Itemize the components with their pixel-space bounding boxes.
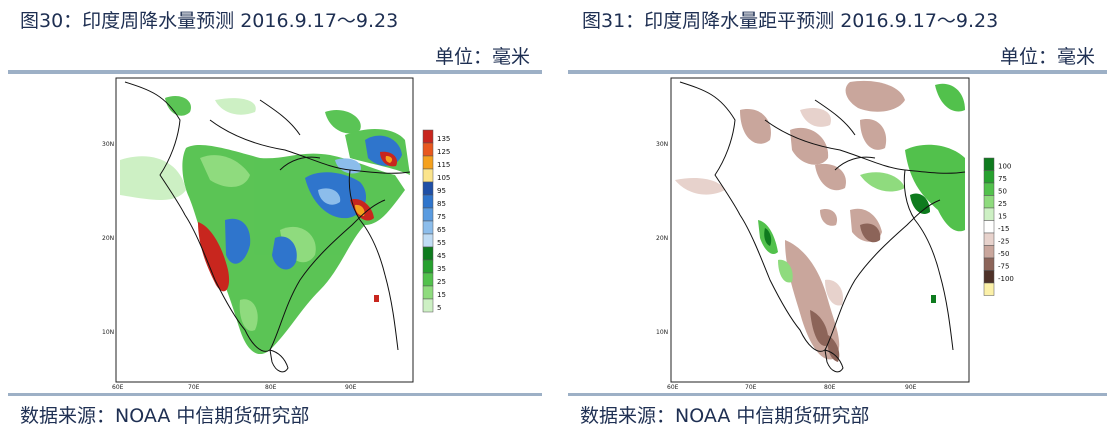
divider-bottom xyxy=(8,393,542,396)
map-axis-ticks: 30N 20N 10N 60E 70E 80E 90E xyxy=(656,141,917,391)
legend-swatch xyxy=(422,129,434,144)
legend-label: -50 xyxy=(998,250,1009,258)
legend-swatch xyxy=(422,194,434,209)
panel-title: 图30：印度周降水量预测 2016.9.17～9.23 xyxy=(20,10,399,32)
legend-swatch xyxy=(983,195,995,209)
legend-label: 15 xyxy=(437,291,446,299)
legend-label: -25 xyxy=(998,238,1009,246)
legend-label: 65 xyxy=(437,226,446,234)
unit-label: 单位：毫米 xyxy=(999,46,1095,68)
lon-tick: 80E xyxy=(265,384,277,391)
legend-label: 75 xyxy=(998,175,1007,183)
lon-tick: 60E xyxy=(667,384,679,391)
legend-label: 15 xyxy=(998,213,1007,221)
legend-swatch xyxy=(422,142,434,157)
unit-label: 单位：毫米 xyxy=(434,46,530,68)
legend-swatch xyxy=(983,282,995,296)
legend-swatch xyxy=(422,155,434,170)
lat-tick: 10N xyxy=(656,329,668,336)
legend-swatch xyxy=(422,207,434,222)
lon-tick: 60E xyxy=(112,384,124,391)
anomaly-darkbrown-areas xyxy=(810,223,881,362)
legend-swatch xyxy=(983,182,995,196)
divider-top xyxy=(568,70,1107,74)
legend-label: 25 xyxy=(998,200,1007,208)
color-legend: 135 125 115 105 95 85 75 65 55 45 35 25 15 5 xyxy=(422,129,450,313)
panel-rainfall-forecast: 图30：印度周降水量预测 2016.9.17～9.23 单位：毫米 xyxy=(0,0,550,433)
legend-swatch xyxy=(983,220,995,234)
anomaly-map: 30N 20N 10N 60E 70E 80E 90E 100 75 50 25 15 -… xyxy=(656,77,1014,391)
lat-tick: 30N xyxy=(656,141,668,148)
legend-label: 25 xyxy=(437,278,446,286)
country-borders xyxy=(679,81,966,373)
legend-label: 5 xyxy=(437,304,441,312)
legend-swatch xyxy=(983,170,995,184)
lat-tick: 20N xyxy=(656,235,668,242)
legend-swatch xyxy=(983,232,995,246)
legend-label: -100 xyxy=(998,275,1014,283)
anomaly-green-areas xyxy=(758,83,965,255)
legend-label: 105 xyxy=(437,174,450,182)
rain-lightblue-areas xyxy=(318,158,361,205)
legend-label: 135 xyxy=(437,135,450,143)
lat-tick: 20N xyxy=(102,235,114,242)
legend-label: 85 xyxy=(437,200,446,208)
legend-swatch xyxy=(422,220,434,235)
legend-label: 95 xyxy=(437,187,446,195)
panel-title: 图31：印度周降水量距平预测 2016.9.17～9.23 xyxy=(582,10,999,32)
legend-swatch xyxy=(983,270,995,284)
legend-swatch xyxy=(983,157,995,171)
legend-swatch xyxy=(422,168,434,183)
legend-swatch xyxy=(422,246,434,261)
legend-label: -15 xyxy=(998,225,1009,233)
legend-swatch xyxy=(422,272,434,287)
legend-swatch xyxy=(422,259,434,274)
rain-orange-areas xyxy=(355,156,393,216)
lon-tick: 80E xyxy=(824,384,836,391)
legend-label: 100 xyxy=(998,163,1011,171)
panel-rainfall-anomaly: 图31：印度周降水量距平预测 2016.9.17～9.23 单位：毫米 xyxy=(560,0,1115,433)
legend-label: 50 xyxy=(998,188,1007,196)
lon-tick: 70E xyxy=(188,384,200,391)
lat-tick: 10N xyxy=(102,329,114,336)
map-axis-ticks: 30N 20N 10N 60E 70E 80E 90E xyxy=(102,141,357,391)
legend-swatch xyxy=(983,207,995,221)
legend-swatch xyxy=(422,181,434,196)
legend-label: 45 xyxy=(437,252,446,260)
legend-label: 125 xyxy=(437,148,450,156)
divider-bottom xyxy=(568,393,1107,396)
anomaly-light-brown-areas xyxy=(675,107,844,306)
source-note: 数据来源：NOAA 中信期货研究部 xyxy=(580,405,870,427)
legend-swatch xyxy=(422,233,434,248)
legend-swatch xyxy=(422,298,434,313)
divider-top xyxy=(8,70,542,74)
legend-label: 55 xyxy=(437,239,446,247)
lat-tick: 30N xyxy=(102,141,114,148)
legend-swatch xyxy=(983,245,995,259)
lon-tick: 70E xyxy=(745,384,757,391)
source-note: 数据来源：NOAA 中信期货研究部 xyxy=(20,405,310,427)
anomaly-lightgreen-areas xyxy=(778,172,905,283)
legend-label: 115 xyxy=(437,161,450,169)
lon-tick: 90E xyxy=(905,384,917,391)
legend-label: -75 xyxy=(998,263,1009,271)
legend-label: 75 xyxy=(437,213,446,221)
color-legend: 100 75 50 25 15 -15 -25 -50 -75 -100 xyxy=(983,157,1014,296)
rainfall-map: 30N 20N 10N 60E 70E 80E 90E 135 125 115 105… xyxy=(102,77,450,391)
lon-tick: 90E xyxy=(345,384,357,391)
country-borders xyxy=(124,81,411,373)
legend-swatch xyxy=(983,257,995,271)
legend-swatch xyxy=(422,285,434,300)
legend-label: 35 xyxy=(437,265,446,273)
